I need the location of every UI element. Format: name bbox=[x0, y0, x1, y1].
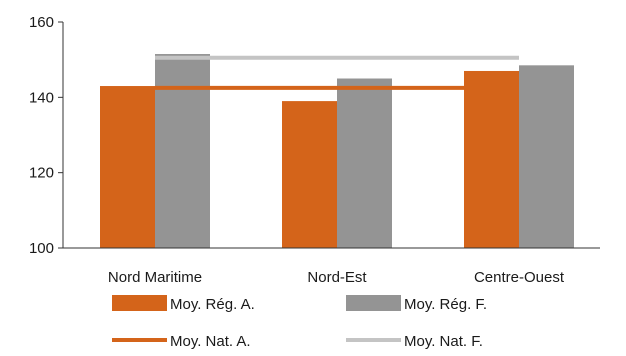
legend-item: Moy. Rég. A. bbox=[112, 295, 255, 313]
x-tick-label: Nord Maritime bbox=[108, 269, 202, 286]
x-tick-label: Nord-Est bbox=[307, 269, 367, 286]
legend-swatch bbox=[346, 295, 401, 311]
bar-moy-reg-f bbox=[519, 65, 574, 248]
bar-moy-reg-a bbox=[464, 70, 519, 248]
legend-label: Moy. Nat. F. bbox=[404, 333, 483, 350]
legend-item: Moy. Rég. F. bbox=[346, 295, 487, 313]
bar-moy-reg-f bbox=[155, 54, 210, 249]
legend-label: Moy. Rég. F. bbox=[404, 296, 487, 313]
y-tick-label: 160 bbox=[29, 14, 54, 31]
y-tick-label: 140 bbox=[29, 89, 54, 106]
legend-label: Moy. Nat. A. bbox=[170, 333, 251, 350]
legend-item: Moy. Nat. F. bbox=[346, 333, 483, 350]
legend-label: Moy. Rég. A. bbox=[170, 296, 255, 313]
legend-item: Moy. Nat. A. bbox=[112, 333, 251, 350]
x-tick-label: Centre-Ouest bbox=[474, 269, 565, 286]
y-tick-label: 100 bbox=[29, 240, 54, 257]
legend-swatch bbox=[112, 295, 167, 311]
y-tick-label: 120 bbox=[29, 165, 54, 182]
bar-moy-reg-a bbox=[282, 101, 337, 248]
legend: Moy. Rég. A. Moy. Rég. F. Moy. Nat. A. Moy.… bbox=[112, 295, 487, 350]
bar-moy-reg-f bbox=[337, 78, 392, 248]
plot-area: 100 120 140 160 Nord Maritime Nord-Est Centre-… bbox=[29, 14, 600, 286]
bar-moy-reg-a bbox=[100, 86, 155, 249]
